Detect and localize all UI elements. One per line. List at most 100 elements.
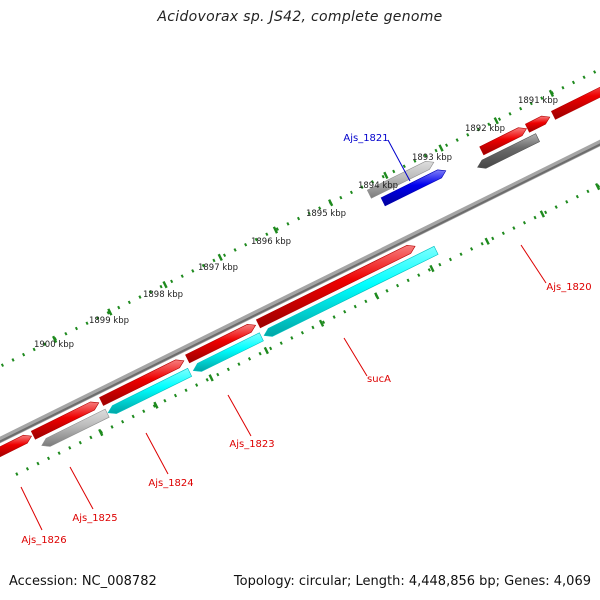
major-tick-lower <box>208 374 214 382</box>
scale-tick <box>544 210 548 215</box>
gene-arrow-ajs-1826 <box>0 434 32 458</box>
major-tick-lower <box>98 428 104 437</box>
scale-label-1898-kbp: 1898 kbp <box>143 290 183 300</box>
major-tick <box>162 280 168 289</box>
major-tick <box>217 253 223 262</box>
scale-tick <box>127 300 131 305</box>
accession-text: Accession: NC_008782 <box>9 574 157 589</box>
scale-tick <box>0 363 5 367</box>
scale-tick <box>191 269 195 273</box>
major-tick-lower <box>374 292 380 300</box>
scale-tick <box>142 409 146 414</box>
scale-tick <box>222 253 227 258</box>
scale-tick <box>571 80 576 85</box>
gene-label-ajs-1825: Ajs_1825 <box>72 513 117 524</box>
scale-tick <box>195 383 199 387</box>
gene-label-suca: sucA <box>367 374 391 385</box>
scale-tick <box>117 305 121 310</box>
gene-arrow-ajs-1825 <box>30 401 100 440</box>
scale-tick <box>554 205 558 209</box>
scale-tick <box>74 326 78 331</box>
page-title: Acidovorax sp. JS42, complete genome <box>157 9 443 25</box>
scale-tick <box>321 320 326 325</box>
scale-tick <box>121 419 125 424</box>
scale-tick <box>491 236 495 241</box>
scale-tick <box>540 96 544 100</box>
scale-label-1897-kbp: 1897 kbp <box>198 263 238 273</box>
scale-tick <box>582 75 586 80</box>
scale-tick <box>480 241 484 246</box>
scale-tick <box>106 311 110 315</box>
scale-tick <box>163 398 167 403</box>
scale-tick <box>307 211 311 216</box>
genome-stats-text: Topology: circular; Length: 4,448,856 bp… <box>233 574 591 589</box>
scale-tick <box>173 393 178 398</box>
gene-arrow-ajs-1819 <box>479 127 528 156</box>
scale-tick <box>459 252 463 256</box>
major-tick-lower <box>539 210 545 218</box>
gene-arrow-1818 <box>550 86 600 120</box>
scale-tick <box>32 347 36 352</box>
gene-label-ajs-1821: Ajs_1821 <box>343 133 388 144</box>
gene-arrow-suca <box>263 245 439 337</box>
gene-label-ajs-1823: Ajs_1823 <box>229 439 274 450</box>
scale-tick <box>78 440 82 445</box>
major-tick-lower <box>153 401 159 409</box>
major-tick <box>52 335 58 344</box>
gene-label-ajs-1820: Ajs_1820 <box>546 282 591 293</box>
scale-tick <box>423 153 428 158</box>
gene-arrow-ajs-1820 <box>477 133 541 169</box>
scale-tick <box>339 195 343 200</box>
major-tick-lower <box>263 346 269 355</box>
scale-tick <box>68 446 72 450</box>
scale-tick <box>57 451 61 455</box>
scale-tick <box>244 242 248 247</box>
scale-tick <box>15 472 19 476</box>
scale-tick <box>476 127 480 132</box>
gene-label-layer: Ajs_1821 Ajs_1820 sucA Ajs_1823 Ajs_1824 Ajs_… <box>20 133 592 546</box>
scale-tick <box>522 220 527 225</box>
scale-tick <box>455 138 459 142</box>
major-tick <box>548 89 555 98</box>
gene-arrow-ajs-1823 <box>192 332 264 372</box>
gene-arrow-ajs-1825-rna <box>41 408 110 447</box>
gene-label-ajs-1824: Ajs_1824 <box>148 478 193 489</box>
scale-tick <box>237 362 241 366</box>
scale-tick <box>64 331 68 336</box>
scale-tick <box>159 284 163 289</box>
major-tick-lower <box>429 264 435 273</box>
gene-arrow-small <box>524 115 551 133</box>
gene-arrow-ajs-1821-rna <box>366 160 435 199</box>
scale-tick <box>466 133 470 137</box>
scale-label-1891-kbp: 1891 kbp <box>518 96 558 106</box>
scale-tick <box>497 117 502 121</box>
gene-label-ajs-1826: Ajs_1826 <box>21 535 66 546</box>
leader-line-ajs-1821 <box>387 139 411 182</box>
scale-tick <box>575 194 579 199</box>
scale-tick <box>413 159 417 163</box>
scale-tick <box>279 341 283 345</box>
scale-tick <box>296 216 301 221</box>
scale-tick <box>290 336 294 340</box>
scale-tick <box>512 226 516 230</box>
scale-tick <box>364 299 368 304</box>
upper-scale-ticks <box>0 70 597 367</box>
lower-scale-ticks <box>15 184 600 476</box>
scale-tick <box>131 414 135 419</box>
scale-label-1899-kbp: 1899 kbp <box>89 316 129 326</box>
scale-tick <box>110 425 114 429</box>
scale-tick <box>533 215 537 220</box>
scale-tick <box>233 248 237 252</box>
scale-tick <box>417 273 421 277</box>
gene-arrow-suca-fwd <box>255 244 416 329</box>
scale-tick <box>138 295 142 299</box>
scale-tick <box>269 346 273 351</box>
scale-tick <box>448 257 453 262</box>
gene-arrow-ajs-1821 <box>380 169 447 207</box>
scale-tick <box>529 101 533 106</box>
scale-tick <box>43 342 47 347</box>
major-tick <box>438 144 444 152</box>
scale-tick <box>152 404 156 408</box>
leader-line-ajs-1820 <box>520 244 547 284</box>
leader-line-ajs-1824 <box>145 432 169 475</box>
